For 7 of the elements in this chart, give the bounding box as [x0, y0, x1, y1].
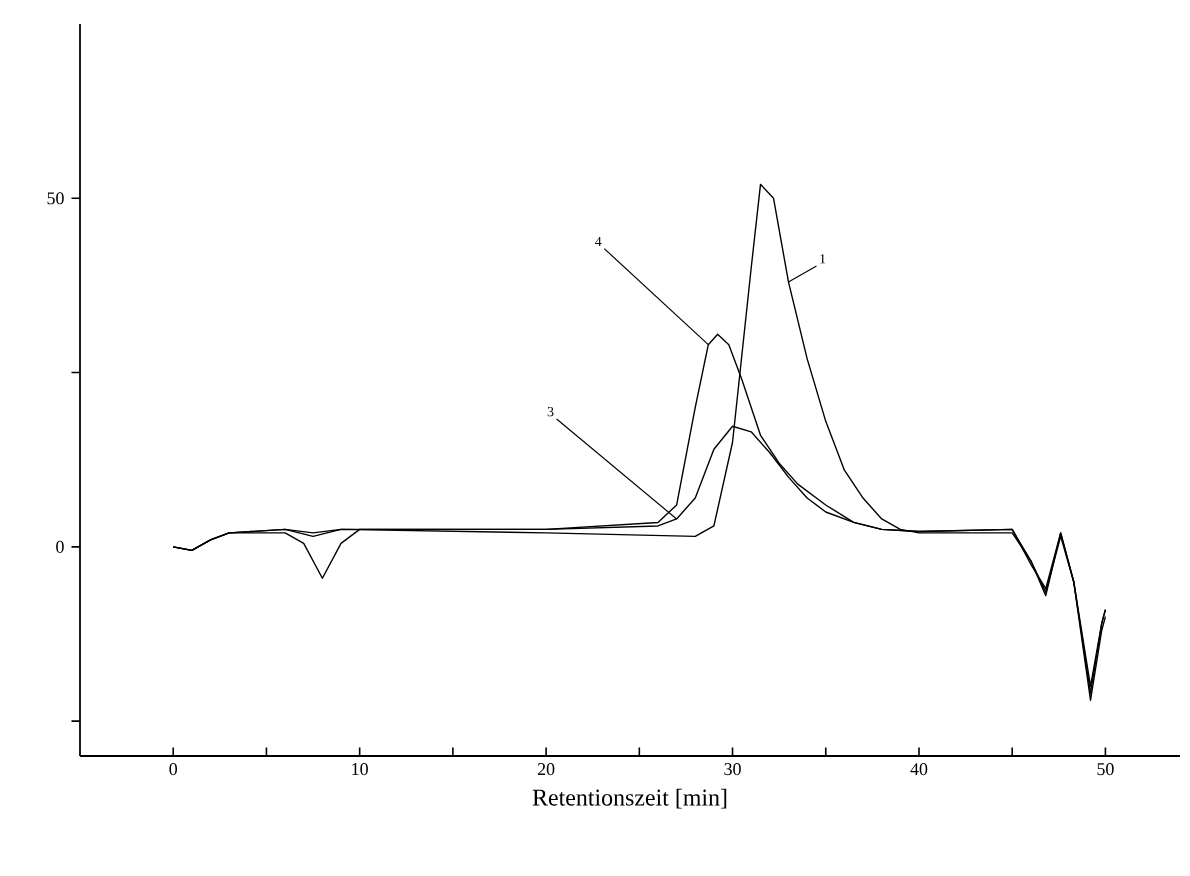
x-tick-label: 10	[352, 763, 368, 776]
x-tick-label: 40	[910, 763, 928, 776]
x-tick-label: 30	[724, 763, 741, 776]
x-tick-label: 50	[1097, 763, 1114, 776]
x-axis-title: Retentionszeit [min]	[532, 788, 727, 809]
x-tick-label: 0	[169, 763, 178, 776]
x-tick-label: 20	[537, 763, 555, 776]
